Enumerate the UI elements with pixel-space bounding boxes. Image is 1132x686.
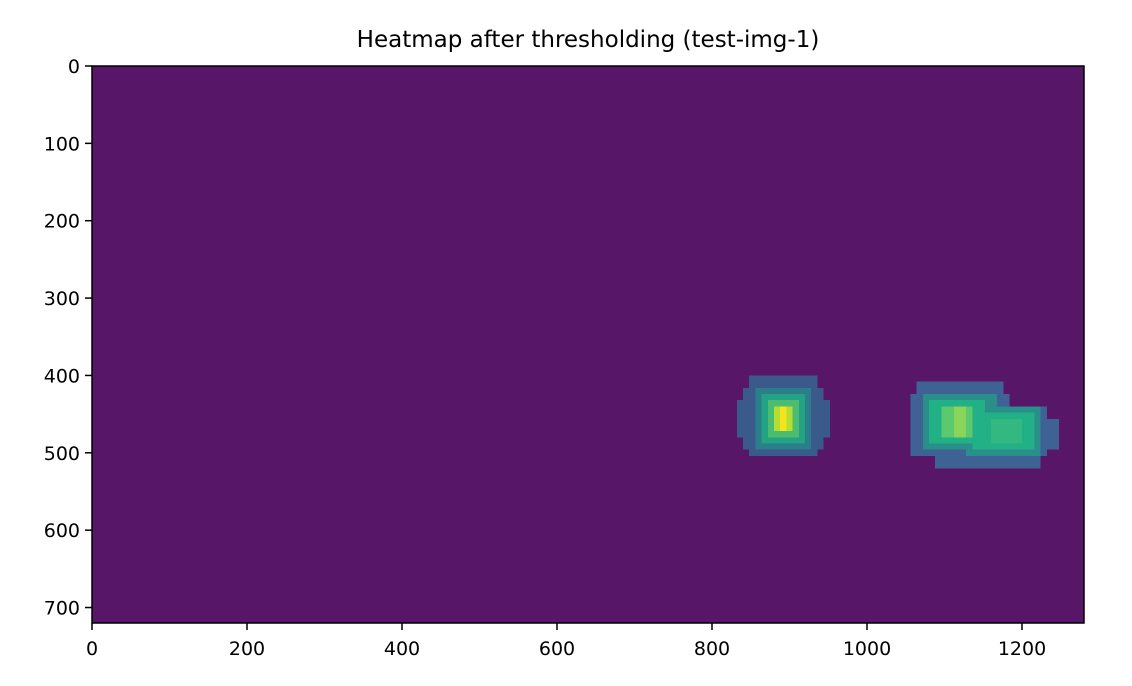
x-axis: 0 200 400 600 800 1000 1200 (86, 623, 1046, 660)
chart-title: Heatmap after thresholding (test-img-1) (357, 27, 820, 53)
heatmap-cell (1046, 418, 1060, 450)
heatmap-cell (935, 455, 1041, 469)
y-tick-label: 0 (68, 56, 80, 78)
y-tick-label: 200 (44, 211, 80, 233)
y-tick-label: 300 (44, 288, 80, 310)
heatmap-background (92, 66, 1084, 623)
heatmap-cell (916, 381, 1004, 395)
y-tick-label: 100 (44, 133, 80, 155)
heatmap-cell (749, 375, 818, 388)
y-tick-label: 700 (44, 598, 80, 620)
plot-area (92, 66, 1084, 623)
heatmap-cell (953, 406, 967, 438)
heatmap-cell (780, 406, 787, 432)
x-tick-label: 800 (694, 638, 730, 660)
x-tick-label: 200 (229, 638, 265, 660)
heatmap-cell (749, 449, 818, 456)
x-tick-label: 600 (539, 638, 575, 660)
y-axis: 0 100 200 300 400 500 600 700 (44, 56, 92, 620)
x-tick-label: 0 (86, 638, 98, 660)
x-tick-label: 400 (384, 638, 420, 660)
y-tick-label: 600 (44, 520, 80, 542)
x-tick-label: 1000 (843, 638, 891, 660)
plot-frame (91, 65, 1085, 624)
y-tick-label: 400 (44, 365, 80, 387)
heatmap-cell (991, 418, 1022, 444)
x-tick-label: 1200 (998, 638, 1046, 660)
y-tick-label: 500 (44, 443, 80, 465)
